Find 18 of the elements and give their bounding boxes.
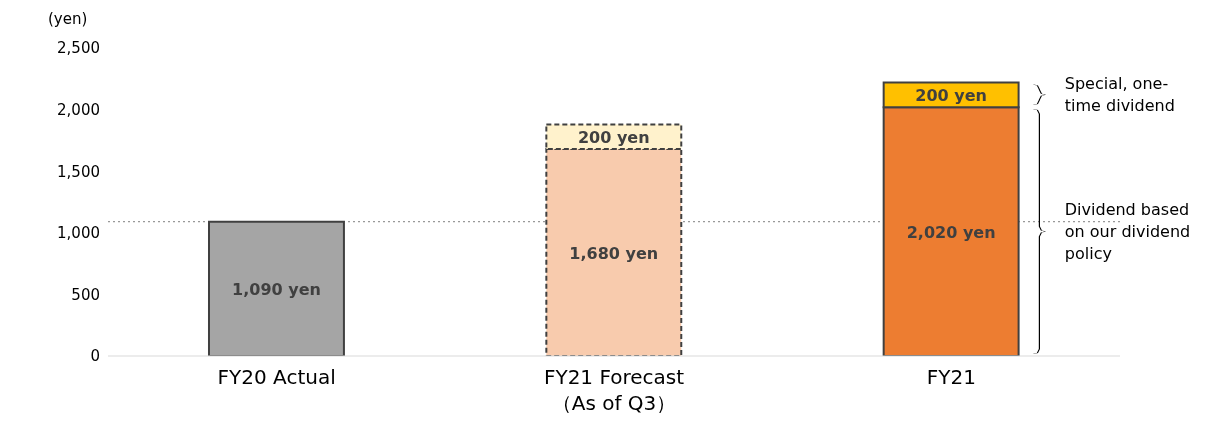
x-tick-label: FY21 Forecast （As of Q3）	[543, 365, 685, 415]
y-axis-title: (yen)	[48, 10, 88, 28]
bar	[208, 220, 345, 356]
y-tick-label: 500	[71, 285, 100, 304]
x-tick-label: FY21	[926, 365, 976, 389]
y-tick-label: 0	[90, 347, 100, 366]
y-tick-label: 2,000	[57, 100, 100, 119]
data-label: 200 yen	[577, 127, 650, 147]
data-label: 2,020 yen	[906, 222, 996, 242]
annotation: Special, one-time dividend	[1064, 73, 1175, 115]
y-tick-label: 1,500	[57, 162, 100, 181]
data-label: 1,680 yen	[569, 243, 659, 263]
y-tick-label: 1,000	[57, 224, 100, 243]
data-label: 200 yen	[915, 85, 987, 105]
data-label: 1,090 yen	[232, 279, 321, 299]
x-tick-label: FY20 Actual	[217, 365, 336, 389]
y-tick-label: 2,500	[57, 39, 100, 58]
annotation: Dividend based on our dividend policy	[1064, 199, 1191, 263]
